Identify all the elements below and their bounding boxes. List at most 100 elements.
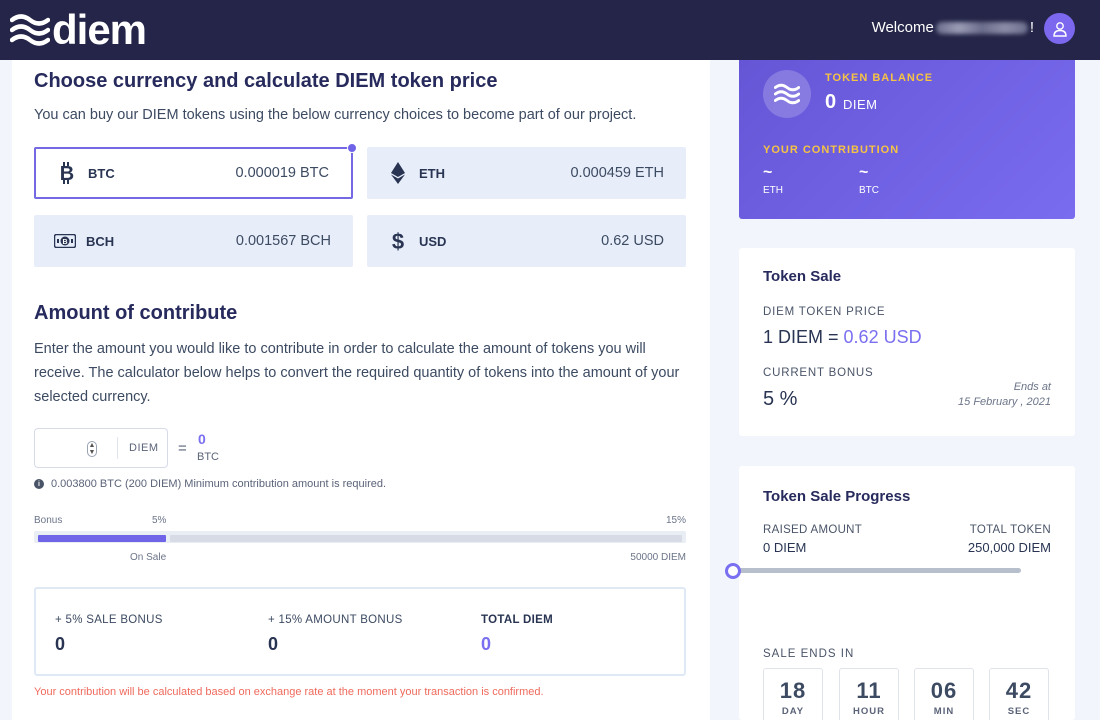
- countdown-days-unit: DAY: [781, 706, 805, 717]
- field-divider: [117, 437, 118, 459]
- bitcoin-cash-icon: B: [52, 234, 78, 248]
- token-unit-label: DIEM: [129, 442, 159, 454]
- countdown-minutes-value: 06: [930, 678, 958, 703]
- sidebar: TOKEN BALANCE 0 DIEM YOUR CONTRIBUTION ~…: [710, 60, 1100, 720]
- token-price-prefix: 1 DIEM =: [763, 327, 839, 347]
- btc-contribution-value: ~: [859, 164, 869, 181]
- countdown-seconds-value: 42: [1005, 678, 1033, 703]
- token-balance-card: TOKEN BALANCE 0 DIEM YOUR CONTRIBUTION ~…: [739, 60, 1075, 219]
- amount-threshold-label: 50000 DIEM: [630, 552, 686, 563]
- sale-bonus-value: 0: [55, 634, 66, 654]
- countdown-hours: 11 HOUR: [839, 668, 899, 720]
- total-token-value: 250,000 DIEM: [967, 540, 1051, 555]
- token-balance-label: TOKEN BALANCE: [825, 72, 934, 84]
- ethereum-icon: [385, 162, 411, 184]
- token-sale-card: Token Sale DIEM TOKEN PRICE 1 DIEM = 0.6…: [739, 248, 1075, 436]
- sale-progress-thumb[interactable]: [725, 563, 741, 579]
- current-bonus-label: CURRENT BONUS: [763, 367, 874, 379]
- countdown-seconds-unit: SEC: [1007, 706, 1031, 717]
- svg-text:B: B: [62, 239, 67, 246]
- amount-bonus-label: + 15% AMOUNT BONUS: [268, 614, 403, 626]
- bitcoin-icon: B: [54, 162, 80, 184]
- exchange-rate-warning: Your contribution will be calculated bas…: [34, 686, 544, 698]
- token-sale-progress-card: Token Sale Progress RAISED AMOUNT TOTAL …: [739, 466, 1075, 720]
- currency-price: 0.000019 BTC: [235, 165, 329, 181]
- currency-option-usd[interactable]: $ USD 0.62 USD: [367, 215, 686, 267]
- currency-section-description: You can buy our DIEM tokens using the be…: [34, 107, 637, 123]
- currency-code: BTC: [88, 165, 115, 181]
- diem-waves-icon: [774, 83, 800, 105]
- token-price-line: 1 DIEM = 0.62 USD: [763, 327, 922, 348]
- bonus-progress-remaining: [170, 535, 682, 542]
- total-token-label: TOTAL TOKEN: [969, 524, 1051, 536]
- top-navbar: diem Welcome !: [0, 0, 1100, 60]
- dollar-icon: $: [385, 229, 411, 253]
- countdown-minutes: 06 MIN: [914, 668, 974, 720]
- converted-amount-unit: BTC: [197, 451, 219, 463]
- token-price-label: DIEM TOKEN PRICE: [763, 306, 886, 318]
- info-icon: i: [34, 479, 44, 489]
- your-contribution-label: YOUR CONTRIBUTION: [763, 144, 900, 156]
- user-icon: [1052, 21, 1067, 37]
- currency-code: ETH: [419, 165, 445, 181]
- brand-name: diem: [52, 6, 147, 53]
- contribute-section-description: Enter the amount you would like to contr…: [34, 341, 680, 405]
- amount-bonus-value: 0: [268, 634, 279, 654]
- sale-progress-track: [739, 568, 1021, 573]
- ends-at-label: Ends at: [1013, 381, 1051, 393]
- main-panel: Choose currency and calculate DIEM token…: [12, 60, 710, 720]
- bonus-low-label: 5%: [152, 515, 167, 526]
- token-sale-title: Token Sale: [763, 268, 842, 285]
- currency-option-bch[interactable]: B BCH 0.001567 BCH: [34, 215, 353, 267]
- welcome-suffix: !: [1029, 19, 1034, 36]
- token-amount-input[interactable]: [35, 429, 115, 467]
- token-amount-field: ▲ ▼ DIEM: [34, 428, 168, 468]
- total-diem-value: 0: [481, 634, 492, 654]
- bonus-high-label: 15%: [665, 515, 686, 526]
- currency-price: 0.000459 ETH: [570, 165, 664, 181]
- token-balance-value: 0: [825, 91, 837, 113]
- countdown-hours-value: 11: [856, 678, 882, 703]
- countdown-seconds: 42 SEC: [989, 668, 1049, 720]
- selected-indicator-dot: [347, 143, 357, 153]
- bonus-progress-fill: [38, 535, 166, 542]
- user-avatar-button[interactable]: [1044, 13, 1075, 44]
- on-sale-label: On Sale: [130, 552, 167, 563]
- currency-option-eth[interactable]: ETH 0.000459 ETH: [367, 147, 686, 199]
- currency-code: BCH: [86, 233, 115, 249]
- sale-bonus-label: + 5% SALE BONUS: [55, 614, 163, 626]
- minimum-contribution-note: i 0.003800 BTC (200 DIEM) Minimum contri…: [34, 478, 386, 490]
- currency-price: 0.62 USD: [601, 233, 664, 249]
- countdown-hours-unit: HOUR: [853, 706, 885, 717]
- contribute-section-title: Amount of contribute: [34, 302, 238, 324]
- converted-amount-value: 0: [198, 431, 206, 447]
- welcome-prefix: Welcome: [871, 19, 934, 36]
- eth-contribution-value: ~: [763, 164, 773, 181]
- diem-logo-badge: [763, 70, 811, 118]
- token-price-value: 0.62 USD: [843, 327, 922, 347]
- diem-waves-icon: [10, 14, 50, 46]
- number-stepper-icon[interactable]: ▲ ▼: [87, 441, 97, 457]
- ends-at-date: 15 February , 2021: [958, 396, 1051, 408]
- token-balance-unit: DIEM: [843, 97, 878, 112]
- raised-amount-value: 0 DIEM: [763, 540, 807, 555]
- countdown-days-value: 18: [779, 678, 807, 703]
- countdown-days: 18 DAY: [763, 668, 823, 720]
- brand-logo[interactable]: diem: [10, 6, 147, 54]
- welcome-message: Welcome !: [872, 19, 1034, 36]
- currency-option-btc[interactable]: B BTC 0.000019 BTC: [34, 143, 357, 199]
- contribution-summary-box: + 5% SALE BONUS 0 + 15% AMOUNT BONUS 0 T…: [34, 587, 686, 676]
- svg-text:B: B: [60, 163, 74, 184]
- bonus-label: Bonus: [34, 515, 63, 526]
- currency-section-title: Choose currency and calculate DIEM token…: [34, 70, 498, 92]
- total-diem-label: TOTAL DIEM: [481, 614, 553, 626]
- current-bonus-value: 5 %: [763, 388, 798, 410]
- countdown-minutes-unit: MIN: [933, 706, 955, 717]
- sale-ends-label: SALE ENDS IN: [763, 648, 855, 660]
- progress-title: Token Sale Progress: [763, 488, 911, 505]
- eth-contribution-unit: ETH: [763, 185, 783, 196]
- blurred-username: [935, 21, 1028, 34]
- equals-sign: =: [178, 440, 187, 457]
- currency-price: 0.001567 BCH: [235, 233, 331, 249]
- btc-contribution-unit: BTC: [859, 185, 879, 196]
